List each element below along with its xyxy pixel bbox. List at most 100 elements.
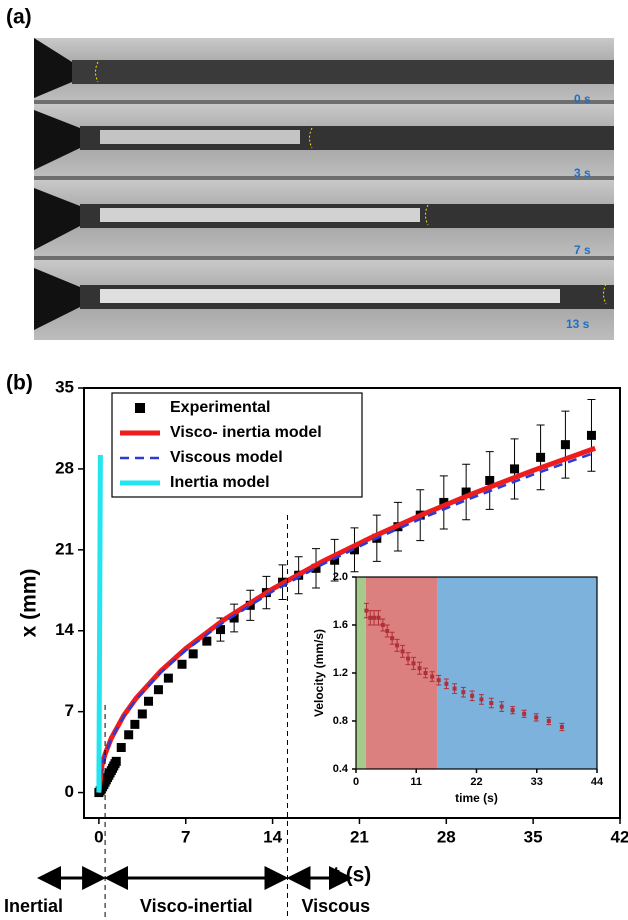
data-point [560,440,570,450]
regime-label: Inertial [4,896,63,916]
y-axis-label: x (mm) [18,569,41,638]
x-tick-label: 11 [410,776,422,788]
y-axis-label: Velocity (mm/s) [312,629,326,717]
y-tick-label: 35 [55,377,74,396]
x-tick-label: 44 [591,776,604,788]
x-axis-label: time (s) [455,791,498,805]
data-point [116,742,126,752]
inset-chart: 0 11 22 33 44 0.4 0.8 1.2 1.6 2.0 time (s) Velocity… [312,571,604,805]
y-tick-label: 1.6 [333,619,348,631]
data-point [144,696,154,706]
legend-swatch [135,403,145,413]
data-point [330,555,340,565]
y-tick-label: 21 [55,539,74,558]
region [437,577,597,769]
data-point [376,615,381,620]
data-point [202,636,212,646]
data-point [163,673,173,683]
data-point [215,625,225,635]
x-tick-label: 0 [94,827,103,846]
y-tick-label: 7 [65,701,74,720]
regime-label: Visco-inertial [140,896,253,916]
frame [34,104,614,176]
data-point [372,615,377,620]
model-line [97,451,596,793]
data-point [536,452,546,462]
data-point [452,686,457,691]
data-point [522,711,527,716]
y-tick-label: 14 [55,620,74,639]
y-tick-label: 28 [55,458,74,477]
data-point [411,661,416,666]
data-point [380,623,385,627]
data-point [423,671,428,675]
data-point [364,608,369,613]
x-tick-label: 14 [263,827,282,846]
data-point [510,708,515,713]
legend-label: Viscous model [170,449,283,466]
data-point [368,615,373,620]
region [356,577,366,769]
data-point [436,678,441,683]
panel-label: (a) [6,6,32,29]
x-tick-label: 35 [524,827,543,846]
x-tick-label: 28 [437,827,456,846]
x-axis-label: t (s) [333,864,372,887]
frame [34,38,614,100]
data-point [400,649,405,654]
data-point [546,719,551,723]
data-point [479,697,484,702]
frame-time: 7 s [574,243,591,257]
frame-time: 13 s [566,317,590,331]
data-point [461,487,471,497]
legend-label: Inertia model [170,474,270,491]
frame [34,180,614,256]
data-point [470,693,475,698]
y-tick-label: 0.4 [333,763,349,775]
data-point [124,730,134,740]
legend: Experimental Visco- inertia model Viscous … [111,392,363,498]
x-tick-label: 7 [181,827,190,846]
data-point [311,563,321,573]
data-point [406,656,411,661]
frame-time: 0 s [574,92,591,106]
main-chart: 0 7 14 21 28 35 42 0 7 14 21 28 35 t (s) x (mm) Inertia… [4,377,628,918]
data-point [417,666,422,671]
legend-label: Visco- inertia model [170,424,322,441]
data-point [111,756,121,766]
frame-time: 3 s [574,166,591,180]
data-point [385,629,390,633]
x-tick-label: 33 [531,776,543,788]
data-point [489,701,494,705]
frame [34,260,614,340]
legend-box [111,392,363,498]
data-point [153,685,163,695]
data-point [390,636,395,641]
data-point [430,674,435,679]
data-point [534,715,539,720]
y-tick-label: 2.0 [333,571,348,583]
data-point [137,709,147,719]
plot-frame [83,387,621,819]
data-point [586,430,596,440]
regime-label: Viscous [301,896,370,916]
data-point [439,497,449,507]
y-tick-label: 0 [65,782,74,801]
data-point [395,643,400,648]
data-point [188,649,198,659]
x-tick-label: 21 [350,827,369,846]
data-point [559,725,564,729]
panel-label: (b) [6,372,33,395]
data-point [229,613,239,623]
data-point [499,704,504,709]
y-tick-label: 1.2 [333,667,348,679]
x-tick-label: 42 [611,827,628,846]
data-point [510,464,520,474]
photo-panel: 0 s 3 s 7 s 13 s [34,38,614,340]
data-point [130,719,140,729]
legend-label: Experimental [170,399,270,416]
model-line [96,455,103,793]
data-point [461,690,466,695]
